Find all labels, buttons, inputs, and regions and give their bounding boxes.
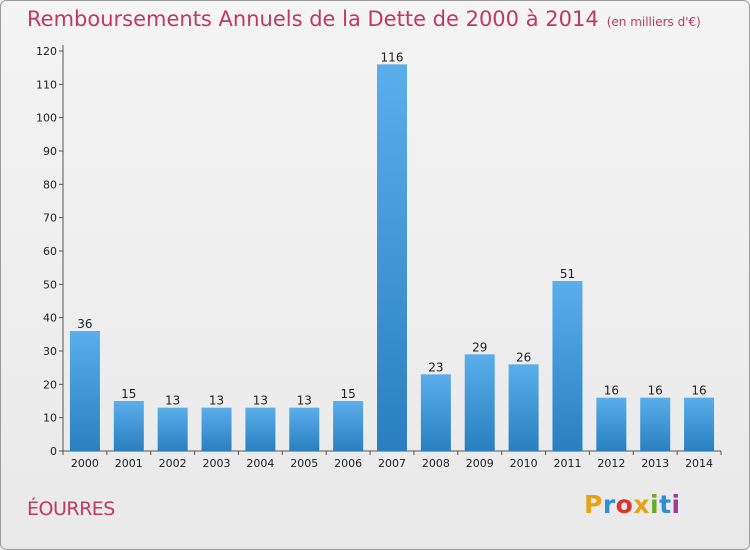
bar-2012 bbox=[596, 397, 627, 451]
data-label-2006: 15 bbox=[340, 387, 355, 401]
place-name: ÉOURRES bbox=[27, 498, 115, 520]
bar-2007 bbox=[377, 64, 407, 452]
data-label-2005: 13 bbox=[297, 394, 312, 408]
title-unit: (en milliers d'€) bbox=[606, 15, 701, 29]
y-tick-label: 110 bbox=[36, 78, 57, 91]
data-label-2014: 16 bbox=[691, 384, 706, 398]
data-label-2012: 16 bbox=[604, 384, 619, 398]
x-tick-label-2008: 2008 bbox=[422, 457, 450, 470]
data-label-2013: 16 bbox=[648, 384, 663, 398]
x-tick-label-2002: 2002 bbox=[159, 457, 187, 470]
x-tick-label-2006: 2006 bbox=[334, 457, 362, 470]
logo-letter: r bbox=[602, 490, 616, 519]
x-tick-label-2013: 2013 bbox=[641, 457, 669, 470]
y-tick-label: 100 bbox=[36, 112, 57, 125]
logo-letter: i bbox=[671, 490, 681, 519]
bar-2002 bbox=[157, 407, 188, 451]
y-tick-label: 120 bbox=[36, 45, 57, 58]
y-tick-label: 20 bbox=[43, 378, 57, 391]
x-tick-label-2009: 2009 bbox=[466, 457, 494, 470]
bar-2005 bbox=[289, 407, 320, 451]
logo-letter: o bbox=[615, 490, 634, 519]
x-tick-label-2007: 2007 bbox=[378, 457, 406, 470]
data-label-2003: 13 bbox=[209, 394, 224, 408]
data-label-2011: 51 bbox=[560, 267, 575, 281]
y-tick-label: 0 bbox=[50, 445, 57, 458]
data-label-2004: 13 bbox=[253, 394, 268, 408]
bar-2009 bbox=[464, 354, 495, 451]
data-label-2001: 15 bbox=[121, 387, 136, 401]
x-tick-label-2003: 2003 bbox=[203, 457, 231, 470]
bar-2008 bbox=[420, 374, 451, 451]
data-label-2010: 26 bbox=[516, 350, 531, 364]
data-label-2000: 36 bbox=[77, 317, 92, 331]
x-tick-label-2012: 2012 bbox=[597, 457, 625, 470]
bar-2014 bbox=[684, 397, 715, 451]
bar-2000 bbox=[69, 331, 100, 451]
proxiti-logo: Proxiti bbox=[584, 490, 681, 519]
bar-2010 bbox=[508, 364, 539, 451]
x-tick-label-2014: 2014 bbox=[685, 457, 713, 470]
y-tick-label: 90 bbox=[43, 145, 57, 158]
bar-2001 bbox=[113, 401, 144, 451]
bar-2013 bbox=[640, 397, 671, 451]
logo-letter: x bbox=[633, 490, 650, 519]
y-tick-label: 70 bbox=[43, 212, 57, 225]
bar-2011 bbox=[552, 281, 583, 451]
y-tick-label: 50 bbox=[43, 278, 57, 291]
chart-title: Remboursements Annuels de la Dette de 20… bbox=[27, 7, 701, 31]
data-label-2009: 29 bbox=[472, 340, 487, 354]
x-tick-label-2011: 2011 bbox=[553, 457, 581, 470]
y-tick-label: 40 bbox=[43, 312, 57, 325]
x-tick-label-2000: 2000 bbox=[71, 457, 99, 470]
logo-letter: t bbox=[659, 490, 672, 519]
title-text: Remboursements Annuels de la Dette de 20… bbox=[27, 7, 599, 31]
logo-letter: i bbox=[650, 490, 660, 519]
y-tick-label: 30 bbox=[43, 345, 57, 358]
x-tick-label-2004: 2004 bbox=[246, 457, 274, 470]
x-tick-label-2010: 2010 bbox=[510, 457, 538, 470]
data-label-2008: 23 bbox=[428, 360, 443, 374]
bar-2004 bbox=[245, 407, 276, 451]
x-tick-label-2001: 2001 bbox=[115, 457, 143, 470]
x-tick-label-2005: 2005 bbox=[290, 457, 318, 470]
data-label-2007: 116 bbox=[381, 50, 404, 64]
y-tick-label: 80 bbox=[43, 178, 57, 191]
y-tick-label: 10 bbox=[43, 412, 57, 425]
bar-2003 bbox=[201, 407, 232, 451]
bar-2006 bbox=[333, 401, 364, 451]
logo-letter: P bbox=[584, 490, 603, 519]
y-tick-label: 60 bbox=[43, 245, 57, 258]
data-label-2002: 13 bbox=[165, 394, 180, 408]
